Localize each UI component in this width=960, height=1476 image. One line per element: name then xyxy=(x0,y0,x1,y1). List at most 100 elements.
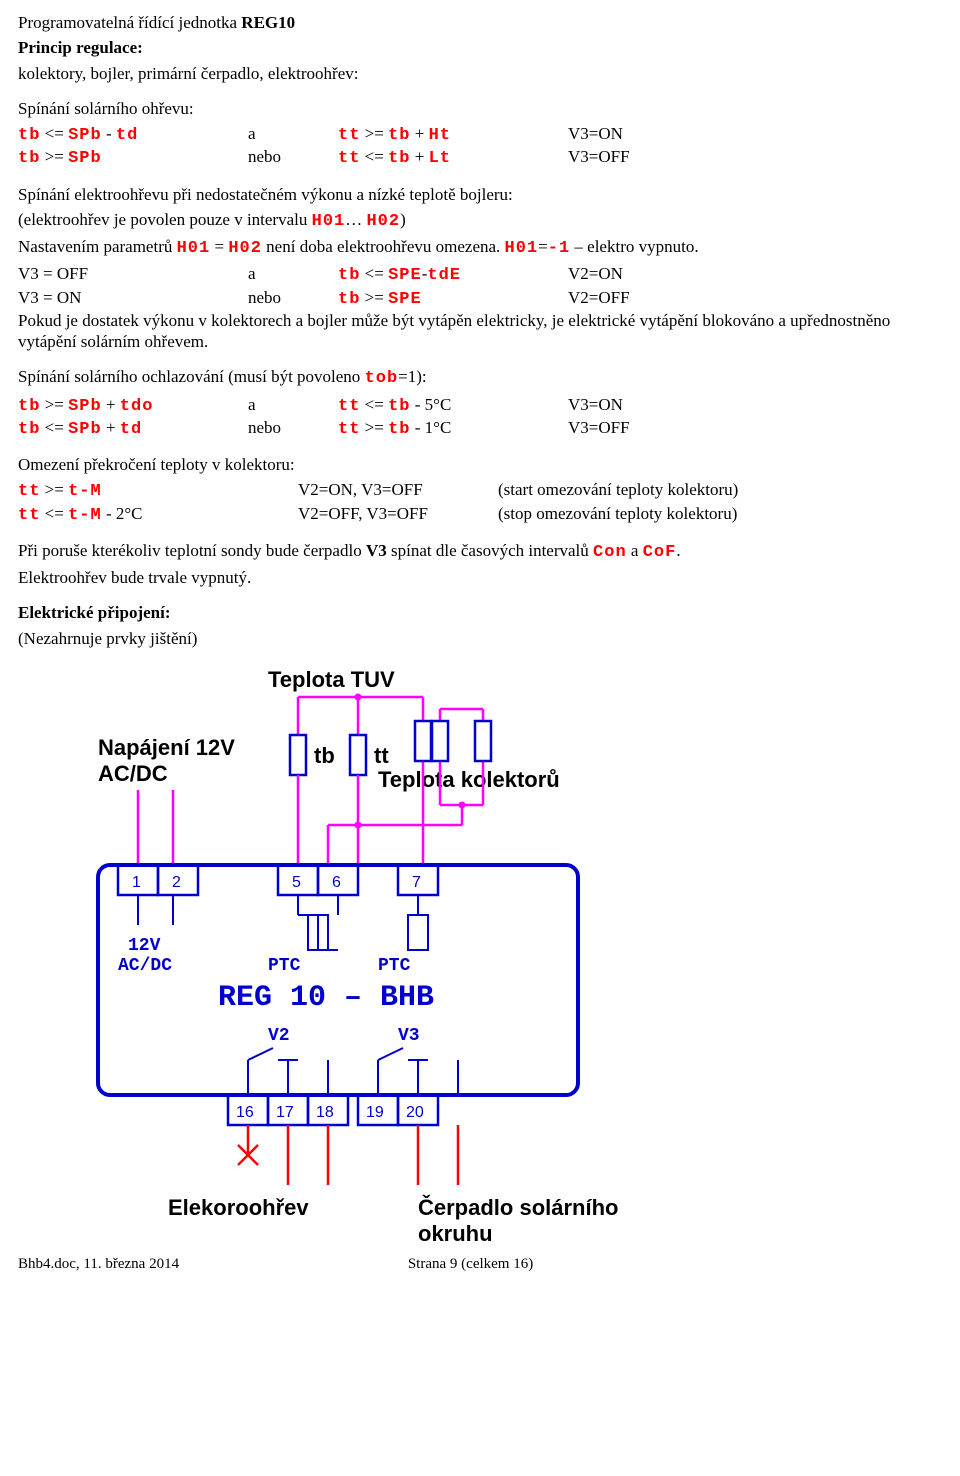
sh-r1-3m: <= xyxy=(360,147,388,166)
fl-con: Con xyxy=(593,543,627,562)
diag-cerp2: okruhu xyxy=(418,1221,493,1245)
sh-r0-3m: >= xyxy=(360,124,388,143)
doc-header-text-pre: Programovatelná řídící jednotka REG10 xyxy=(18,13,295,32)
sh-r1-conj: nebo xyxy=(248,146,338,169)
sh-r1-b: SPb xyxy=(68,149,102,168)
cl-r0-conj: a xyxy=(248,394,338,417)
solar-heating-row: tb >= SPb nebo tt <= tb + Lt V3=OFF xyxy=(18,146,942,169)
cl-r0-res: V3=ON xyxy=(568,394,942,417)
sh-r1-3m2: + xyxy=(411,147,429,166)
cl-r1-conj: nebo xyxy=(248,417,338,440)
el-p2-pre: Nastavením parametrů xyxy=(18,237,177,256)
diag-tkol: Teplota kolektorů xyxy=(378,767,560,792)
cl-r0-b: SPb xyxy=(68,397,102,416)
sensor-tt-icon: tt xyxy=(350,735,389,865)
electro-row: V3 = ON nebo tb >= SPE V2=OFF xyxy=(18,287,942,310)
sh-r0-m2: - xyxy=(102,124,116,143)
term-6: 6 xyxy=(332,874,341,891)
connect-sub: (Nezahrnuje prvky jištění) xyxy=(18,628,942,649)
cl-r0-a: tb xyxy=(18,397,40,416)
cl-r0-m: >= xyxy=(40,395,68,414)
cooling-title: Spínání solárního ochlazování (musí být … xyxy=(18,366,942,389)
ol-r1-c2: V2=OFF, V3=OFF xyxy=(298,503,498,526)
fl-v3: V3 xyxy=(366,541,387,560)
sh-r0-b: SPb xyxy=(68,126,102,145)
sensor-box-icon xyxy=(475,721,491,761)
term-2: 2 xyxy=(172,874,181,891)
sh-r0-a: tb xyxy=(18,126,40,145)
cl-r0-3a: tt xyxy=(338,397,360,416)
sh-r0-3m2: + xyxy=(411,124,429,143)
diag-v2: V2 xyxy=(268,1026,290,1046)
ol-r1-b: t-M xyxy=(68,506,102,525)
cool-pre: Spínání solárního ochlazování (musí být … xyxy=(18,367,365,386)
term-18: 18 xyxy=(316,1104,334,1121)
ol-r0-b: t-M xyxy=(68,482,102,501)
el-p1-h01: H01 xyxy=(312,212,346,231)
diag-ptc2: PTC xyxy=(378,956,411,976)
el-r1-c1: V3 = ON xyxy=(18,287,248,310)
ol-r1-c3: (stop omezování teploty kolektoru) xyxy=(498,503,942,526)
fault-line1: Při poruše kterékoliv teplotní sondy bud… xyxy=(18,540,942,563)
wiring-diagram: Teplota TUV tb tt Teplota kolektorů xyxy=(18,665,942,1245)
cooling-row: tb >= SPb + tdo a tt <= tb - 5°C V3=ON xyxy=(18,394,942,417)
el-p2-eq2: = xyxy=(538,237,548,256)
ol-r0-c3: (start omezování teploty kolektoru) xyxy=(498,479,942,502)
diag-nap2: AC/DC xyxy=(98,761,168,786)
principle-title: Princip regulace: xyxy=(18,38,143,57)
solar-heating-title: Spínání solárního ohřevu: xyxy=(18,98,942,119)
doc-header: Programovatelná řídící jednotka REG10 xyxy=(18,12,942,33)
fl-dot: . xyxy=(676,541,680,560)
el-p1-h02: H02 xyxy=(366,212,400,231)
cl-r1-b: SPb xyxy=(68,420,102,439)
el-r0-3a: tb xyxy=(338,266,360,285)
cl-r0-3b: tb xyxy=(388,397,410,416)
sh-r0-3c: Ht xyxy=(429,126,451,145)
el-p1-post: ) xyxy=(400,210,406,229)
ol-r1-m2: - 2°C xyxy=(102,504,143,523)
cooling-row: tb <= SPb + td nebo tt >= tb - 1°C V3=OF… xyxy=(18,417,942,440)
cool-post: =1): xyxy=(398,367,426,386)
ol-r0-m: >= xyxy=(40,480,68,499)
el-r0-c1: V3 = OFF xyxy=(18,263,248,286)
overlimit-row: tt <= t-M - 2°C V2=OFF, V3=OFF (stop ome… xyxy=(18,503,942,526)
sh-r1-3a: tt xyxy=(338,149,360,168)
sensor-box-icon xyxy=(415,721,431,761)
fl-pre: Při poruše kterékoliv teplotní sondy bud… xyxy=(18,541,366,560)
fault-line2: Elektroohřev bude trvale vypnutý. xyxy=(18,567,942,588)
sh-r0-m: <= xyxy=(40,124,68,143)
el-p2-mid: není doba elektroohřevu omezena. xyxy=(262,237,505,256)
ol-r0-c2: V2=ON, V3=OFF xyxy=(298,479,498,502)
cl-r0-m2: + xyxy=(102,395,120,414)
ol-r1-m: <= xyxy=(40,504,68,523)
el-p2-eq: = xyxy=(210,237,228,256)
sh-r0-res: V3=ON xyxy=(568,123,942,146)
el-r1-3m: >= xyxy=(360,288,388,307)
sh-r0-conj: a xyxy=(248,123,338,146)
term-16: 16 xyxy=(236,1104,254,1121)
diag-ptc1: PTC xyxy=(268,956,301,976)
el-p2-h01: H01 xyxy=(177,239,211,258)
sh-r1-res: V3=OFF xyxy=(568,146,942,169)
ol-r0-a: tt xyxy=(18,482,40,501)
cl-r1-3a: tt xyxy=(338,420,360,439)
connect-title: Elektrické připojení: xyxy=(18,603,171,622)
terminal-row-top: 1 2 5 6 7 xyxy=(118,865,438,895)
cool-tob: tob xyxy=(365,369,399,388)
principle-line: kolektory, bojler, primární čerpadlo, el… xyxy=(18,63,942,84)
el-r0-3m: <= xyxy=(360,264,388,283)
diag-nap1: Napájení 12V xyxy=(98,735,235,760)
page-footer: Bhb4.doc, 11. března 2014 Strana 9 (celk… xyxy=(18,1255,942,1274)
term-17: 17 xyxy=(276,1104,294,1121)
el-p1-pre: (elektroohřev je povolen pouze v interva… xyxy=(18,210,312,229)
sh-r1-m: >= xyxy=(40,147,68,166)
diag-regtitle: REG 10 – BHB xyxy=(218,981,434,1015)
fl-mid: spínat dle časových intervalů xyxy=(387,541,593,560)
cl-r1-3m2: - 1°C xyxy=(411,418,452,437)
diag-tuv: Teplota TUV xyxy=(268,667,395,692)
term-7: 7 xyxy=(412,874,421,891)
el-r1-res: V2=OFF xyxy=(568,287,942,310)
fl-a: a xyxy=(627,541,643,560)
fl-cof: CoF xyxy=(643,543,677,562)
electro-row: V3 = OFF a tb <= SPE-tdE V2=ON xyxy=(18,263,942,286)
